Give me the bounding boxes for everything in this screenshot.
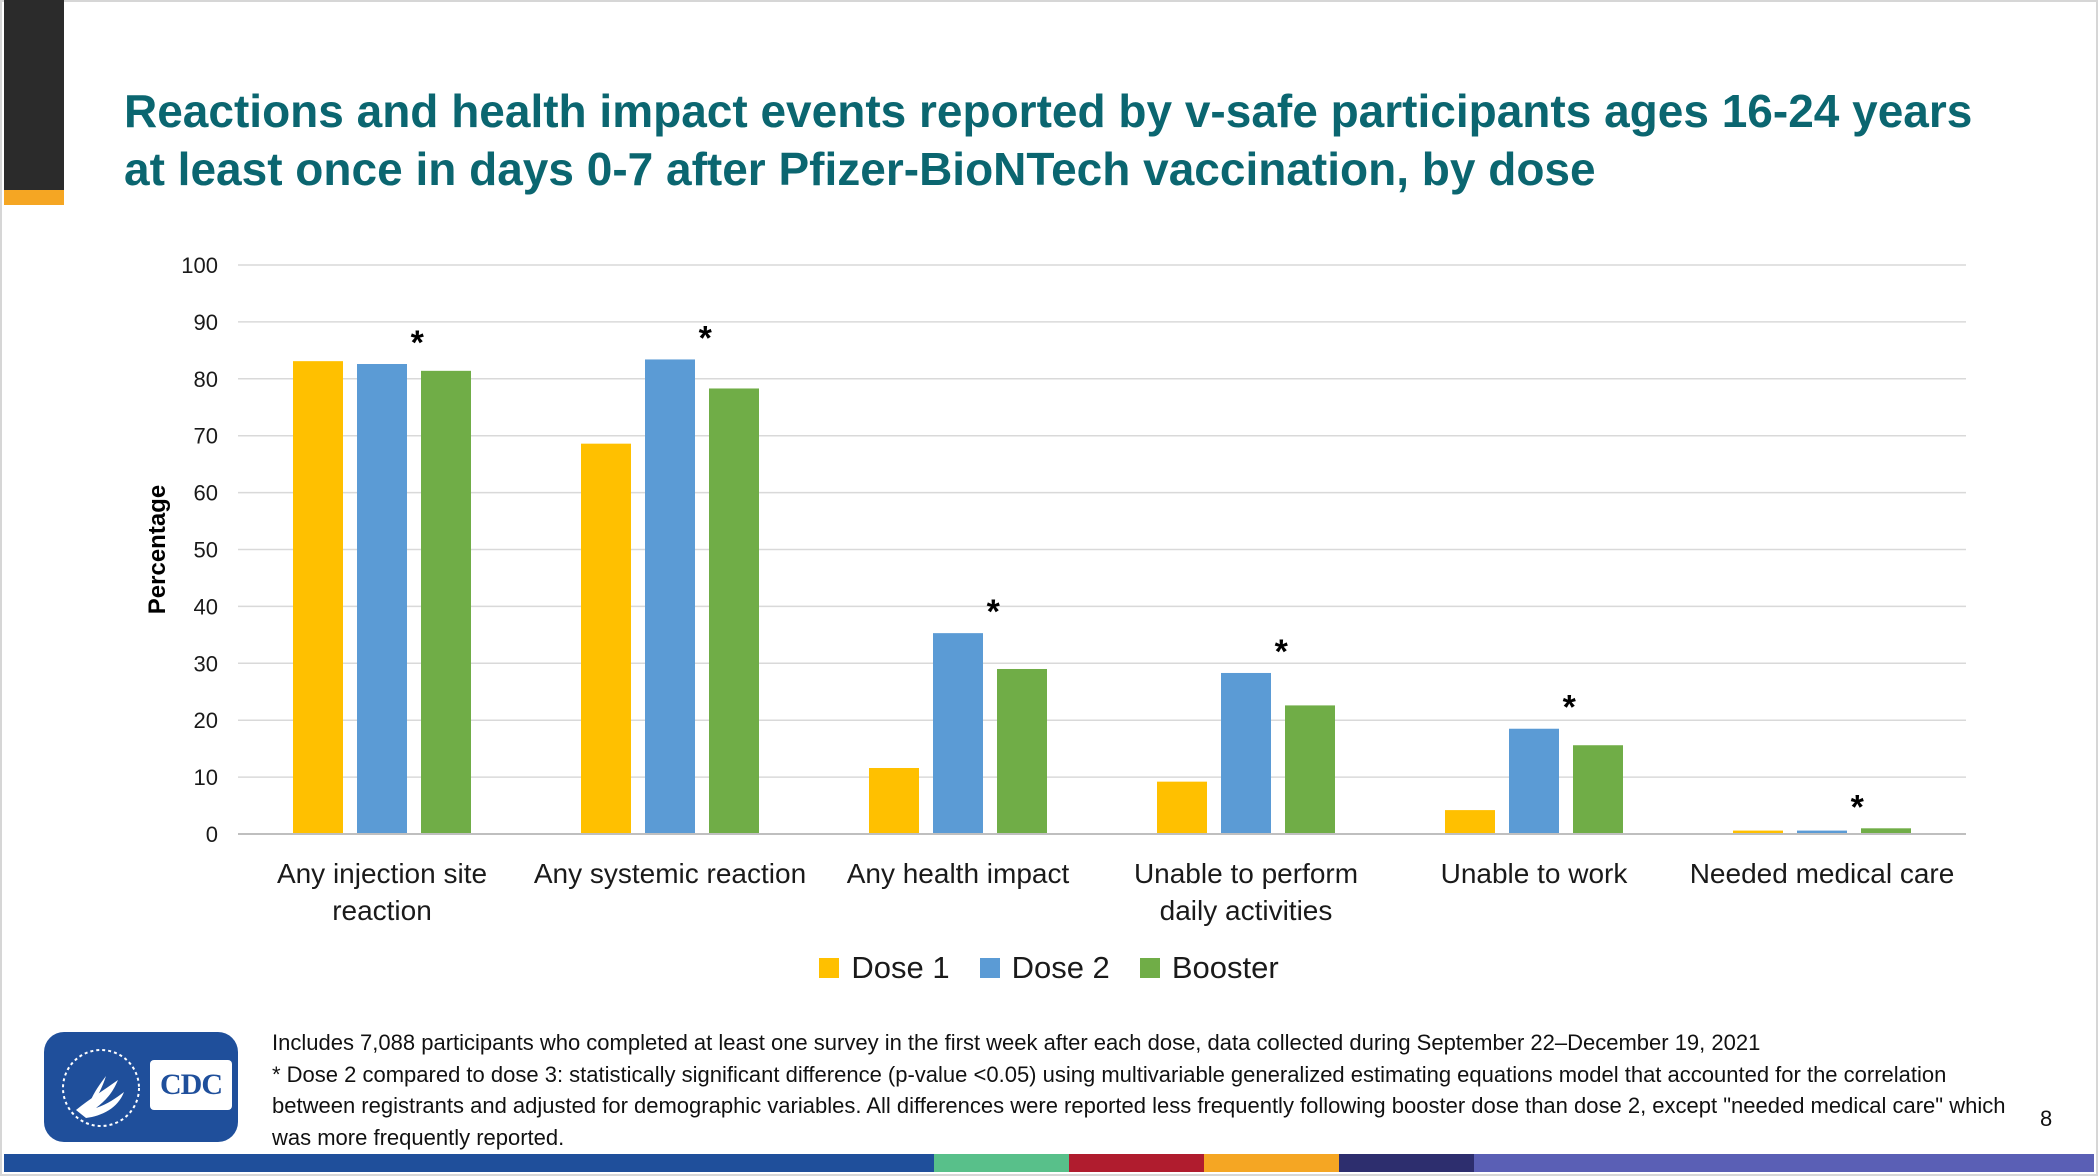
significance-asterisk: *: [699, 319, 713, 357]
y-tick-label: 30: [194, 651, 218, 676]
y-tick-label: 90: [194, 310, 218, 335]
title-line-2: at least once in days 0-7 after Pfizer-B…: [124, 143, 1596, 195]
x-tick-label: reaction: [332, 895, 432, 926]
stripe-segment: [4, 1154, 934, 1172]
left-accent-bar: [4, 0, 64, 190]
page-number: 8: [2040, 1106, 2053, 1131]
bar: [1445, 810, 1495, 834]
y-tick-label: 50: [194, 538, 218, 563]
bar: [1221, 672, 1271, 834]
stripe-segment: [1069, 1154, 1204, 1172]
bar: [645, 359, 695, 834]
bottom-color-stripe: [4, 1154, 2094, 1172]
legend-swatch: [1139, 958, 1160, 978]
legend-label: Booster: [1171, 950, 1279, 985]
y-tick-label: 100: [181, 253, 218, 278]
bar: [933, 633, 983, 834]
y-tick-label: 20: [194, 708, 218, 733]
cdc-logo: CDC: [44, 1032, 238, 1142]
bar: [869, 767, 919, 834]
legend-item-dose-2: Dose 2: [979, 950, 1110, 986]
bar: [1509, 728, 1559, 834]
legend-label: Dose 2: [1011, 950, 1110, 985]
x-tick-label: Any injection site: [277, 858, 487, 889]
stripe-segment: [934, 1154, 1069, 1172]
bar: [293, 361, 343, 834]
x-tick-label: Needed medical care: [1690, 858, 1955, 889]
bar: [581, 443, 631, 834]
legend-swatch: [979, 958, 1000, 978]
bar: [1573, 745, 1623, 834]
x-tick-label: Unable to work: [1441, 858, 1629, 889]
y-tick-label: 10: [194, 765, 218, 790]
bar-chart: 0 10 20 30 40 50 60 70 80 90 100 Percentage * Any inj…: [144, 253, 1966, 926]
y-tick-label: 60: [194, 481, 218, 506]
x-tick-label: Unable to perform: [1134, 858, 1358, 889]
x-tick-label: daily activities: [1160, 895, 1333, 926]
left-accent-stripe: [4, 190, 64, 205]
significance-asterisk: *: [1851, 788, 1865, 826]
y-tick-label: 40: [194, 594, 218, 619]
bar: [1797, 830, 1847, 834]
x-tick-label: Any systemic reaction: [534, 858, 806, 889]
title-line-1: Reactions and health impact events repor…: [124, 85, 1973, 137]
bar: [1733, 830, 1783, 834]
y-tick-label: 80: [194, 367, 218, 392]
y-tick-label: 0: [206, 822, 218, 847]
legend-item-dose-1: Dose 1: [819, 950, 950, 986]
x-tick-label: Any health impact: [847, 858, 1070, 889]
bar: [997, 668, 1047, 834]
bar: [421, 370, 471, 834]
legend-item-booster: Booster: [1139, 950, 1279, 986]
hhs-eagle-icon: [62, 1049, 140, 1127]
bar: [1157, 781, 1207, 834]
legend-swatch: [819, 958, 840, 978]
y-tick-label: 70: [194, 424, 218, 449]
legend-label: Dose 1: [851, 950, 950, 985]
footnote: Includes 7,088 participants who complete…: [272, 1027, 2032, 1153]
significance-asterisk: *: [1275, 633, 1289, 671]
significance-asterisk: *: [987, 593, 1001, 631]
footnote-line-2: * Dose 2 compared to dose 3: statistical…: [272, 1061, 2006, 1150]
bar: [1285, 705, 1335, 834]
bar: [357, 364, 407, 834]
footnote-line-1: Includes 7,088 participants who complete…: [272, 1030, 1761, 1055]
significance-asterisk: *: [1563, 689, 1577, 727]
y-axis-title: Percentage: [144, 485, 171, 614]
cdc-wordmark: CDC: [150, 1060, 232, 1110]
bar: [1861, 828, 1911, 834]
slide-title: Reactions and health impact events repor…: [124, 82, 2024, 198]
bar: [709, 388, 759, 834]
chart-legend: Dose 1 Dose 2 Booster: [0, 950, 2098, 986]
significance-asterisk: *: [411, 324, 425, 362]
stripe-segment: [1474, 1154, 2094, 1172]
stripe-segment: [1339, 1154, 1474, 1172]
stripe-segment: [1204, 1154, 1339, 1172]
